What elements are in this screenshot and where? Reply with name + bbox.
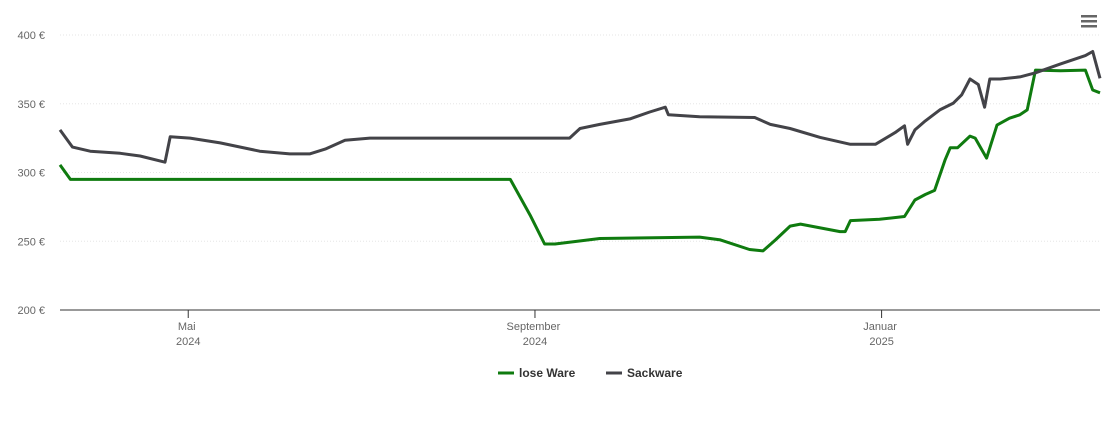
legend: lose Ware Sackware <box>498 366 683 380</box>
legend-label: lose Ware <box>519 366 576 380</box>
menu-bar <box>1081 25 1097 28</box>
y-tick-label: 400 € <box>17 30 45 42</box>
menu-button[interactable] <box>1081 15 1097 28</box>
menu-bar <box>1081 15 1097 18</box>
x-tick-label: Januar 2025 <box>863 321 900 348</box>
series-line <box>58 50 1102 164</box>
legend-label: Sackware <box>627 366 683 380</box>
legend-item[interactable]: Sackware <box>606 366 683 380</box>
y-tick-label: 200 € <box>17 305 45 317</box>
y-tick-label: 300 € <box>17 168 45 180</box>
x-tick-label: Mai 2024 <box>176 321 200 348</box>
x-tick-label: September 2024 <box>507 321 564 348</box>
series-line <box>58 68 1101 253</box>
legend-item[interactable]: lose Ware <box>498 366 576 380</box>
y-tick-label: 350 € <box>17 99 45 111</box>
menu-bar <box>1081 20 1097 23</box>
y-tick-label: 250 € <box>17 236 45 248</box>
